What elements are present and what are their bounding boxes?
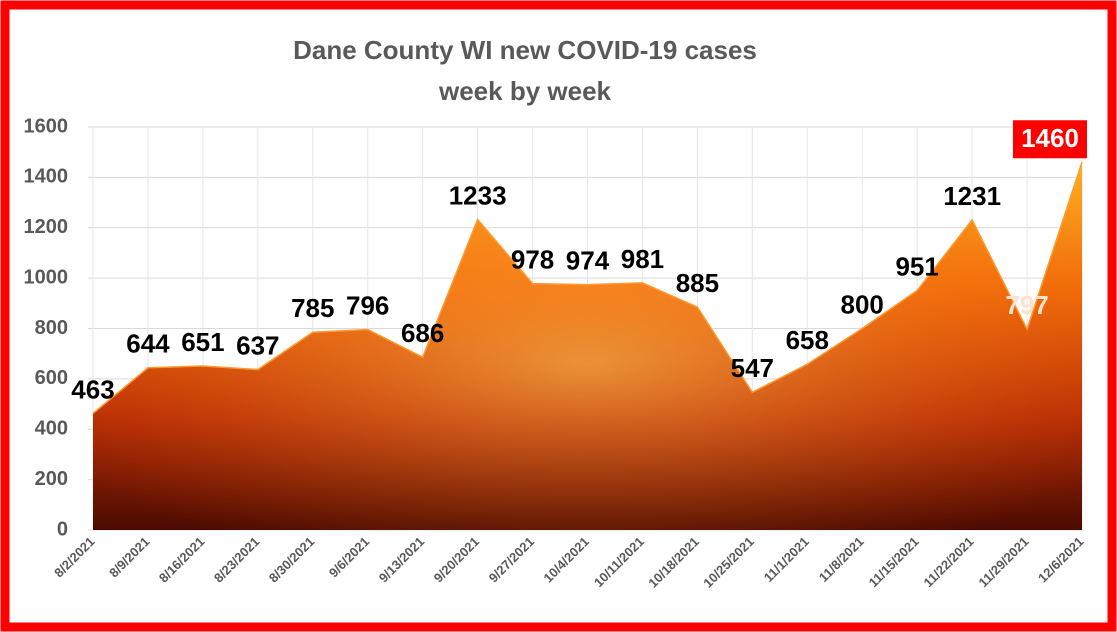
data-label: 644 (126, 329, 170, 359)
area-edge (92, 162, 1083, 414)
data-label: 547 (731, 353, 774, 383)
data-label: 1460 (1021, 123, 1079, 153)
data-label: 974 (566, 246, 610, 276)
y-tick-label: 1200 (24, 216, 69, 238)
data-label: 797 (1005, 290, 1048, 320)
y-tick-label: 1400 (24, 166, 69, 188)
chart-title: Dane County WI new COVID-19 cases (293, 35, 757, 65)
y-tick-label: 1000 (24, 266, 69, 288)
y-tick-label: 600 (35, 367, 68, 389)
data-label: 951 (895, 251, 938, 281)
chart-title: week by week (438, 76, 612, 106)
data-label: 686 (401, 318, 444, 348)
data-label: 981 (621, 244, 664, 274)
y-tick-label: 0 (57, 518, 68, 540)
y-tick-label: 400 (35, 418, 68, 440)
data-label: 885 (676, 268, 719, 298)
data-label: 800 (841, 289, 884, 319)
data-label: 796 (346, 290, 389, 320)
data-label: 658 (786, 325, 829, 355)
y-tick-label: 200 (35, 468, 68, 490)
data-label: 978 (511, 245, 554, 275)
data-label: 651 (181, 327, 224, 357)
data-label: 1231 (943, 181, 1001, 211)
label-background (1013, 120, 1087, 159)
y-tick-label: 1600 (24, 115, 69, 137)
area-glow (93, 162, 1082, 530)
data-label: 637 (236, 330, 279, 360)
data-label: 785 (291, 293, 334, 323)
data-label: 463 (71, 374, 114, 404)
y-tick-label: 800 (35, 317, 68, 339)
data-label: 1233 (449, 180, 507, 210)
